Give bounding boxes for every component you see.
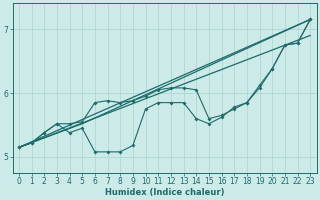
X-axis label: Humidex (Indice chaleur): Humidex (Indice chaleur) (105, 188, 224, 197)
